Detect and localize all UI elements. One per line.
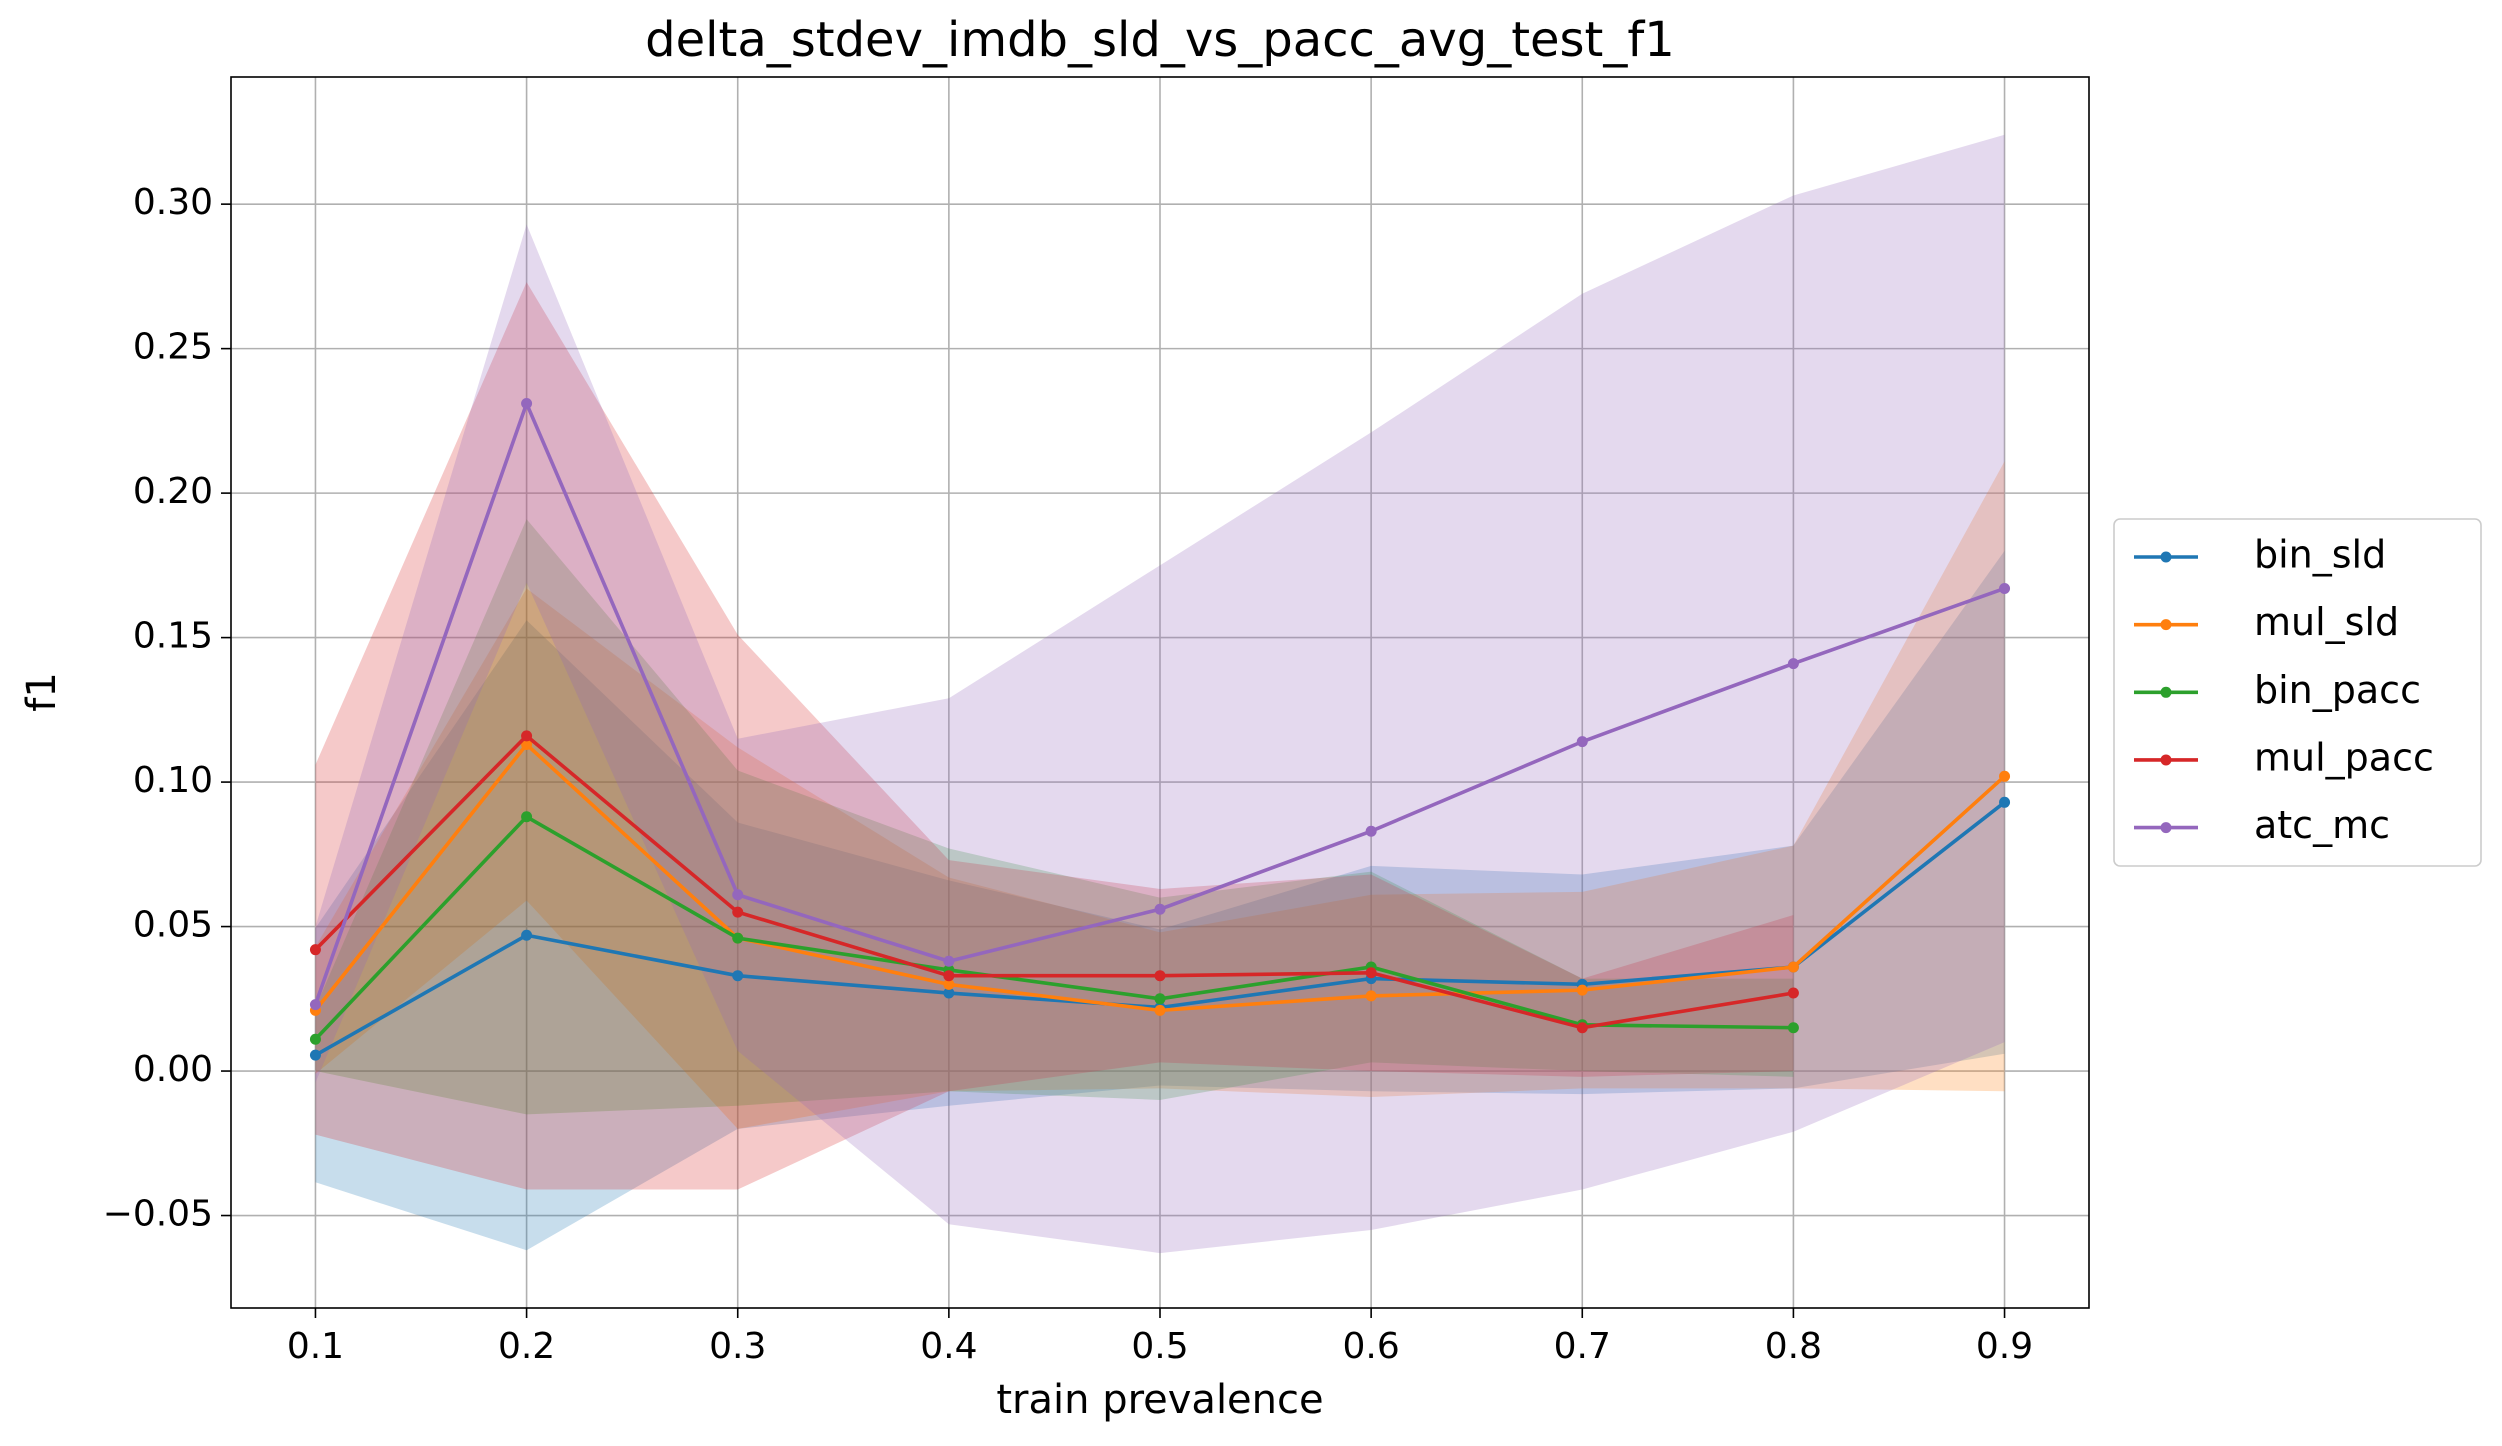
data-point <box>1787 961 1799 973</box>
legend-label: bin_pacc <box>2254 668 2421 712</box>
data-point <box>1576 736 1588 748</box>
x-tick-label: 0.3 <box>709 1326 766 1367</box>
data-point <box>943 987 955 999</box>
data-point <box>943 970 955 982</box>
legend-marker <box>2160 754 2172 766</box>
data-point <box>1365 990 1377 1002</box>
y-tick-label: 0.10 <box>133 760 213 801</box>
stdev-band <box>315 550 2005 1251</box>
legend-label: mul_pacc <box>2254 735 2434 779</box>
data-point <box>1787 1022 1799 1034</box>
legend-label: atc_mc <box>2254 803 2390 847</box>
legend-marker <box>2160 686 2172 698</box>
x-tick-label: 0.1 <box>287 1326 344 1367</box>
y-tick-label: 0.20 <box>133 471 213 512</box>
data-point <box>732 889 744 901</box>
y-tick-label: 0.05 <box>133 905 213 946</box>
data-point <box>1787 658 1799 670</box>
data-point <box>1576 1022 1588 1034</box>
data-point <box>521 811 533 823</box>
data-point <box>1154 993 1166 1005</box>
legend-marker <box>2160 619 2172 631</box>
data-point <box>732 970 744 982</box>
data-point <box>1576 984 1588 996</box>
data-point <box>1999 582 2011 594</box>
data-point <box>521 929 533 941</box>
legend-marker <box>2160 551 2172 563</box>
x-tick-label: 0.6 <box>1343 1326 1400 1367</box>
x-axis-label: train prevalence <box>996 1377 1323 1423</box>
x-tick-label: 0.2 <box>498 1326 555 1367</box>
legend-marker <box>2160 822 2172 834</box>
x-tick-label: 0.9 <box>1976 1326 2033 1367</box>
data-point <box>943 955 955 967</box>
y-tick-label: 0.00 <box>133 1049 213 1090</box>
data-point <box>309 944 321 956</box>
data-point <box>309 999 321 1011</box>
x-tick-label: 0.4 <box>920 1326 977 1367</box>
data-point <box>732 906 744 918</box>
data-point <box>1999 796 2011 808</box>
y-tick-label: 0.25 <box>133 327 213 368</box>
data-point <box>943 978 955 990</box>
data-point <box>1154 970 1166 982</box>
data-point <box>521 398 533 410</box>
data-point <box>1365 825 1377 837</box>
data-point <box>309 1033 321 1045</box>
data-point <box>1787 987 1799 999</box>
x-tick-label: 0.5 <box>1131 1326 1188 1367</box>
data-point <box>1154 903 1166 915</box>
legend-label: mul_sld <box>2254 600 2399 644</box>
data-point <box>521 739 533 751</box>
plot-frame <box>230 76 2090 1309</box>
series-line <box>314 814 1794 1041</box>
data-point <box>1999 770 2011 782</box>
data-point <box>521 730 533 742</box>
y-tick-label: 0.30 <box>133 182 213 223</box>
legend-box <box>2113 518 2482 867</box>
x-tick-label: 0.8 <box>1765 1326 1822 1367</box>
x-tick-label: 0.7 <box>1554 1326 1611 1367</box>
y-tick-label: −0.05 <box>103 1194 213 1235</box>
data-point <box>1154 1004 1166 1016</box>
series-line <box>314 733 1794 1030</box>
data-point <box>309 1049 321 1061</box>
legend-label: bin_sld <box>2254 533 2386 577</box>
y-axis-label: f1 <box>19 672 65 712</box>
data-point <box>1365 967 1377 979</box>
stdev-band <box>315 461 2005 1129</box>
data-point <box>732 932 744 944</box>
stdev-band <box>315 282 1794 1190</box>
y-tick-label: 0.15 <box>133 616 213 657</box>
chart-title: delta_stdev_imdb_sld_vs_pacc_avg_test_f1 <box>645 12 1675 68</box>
